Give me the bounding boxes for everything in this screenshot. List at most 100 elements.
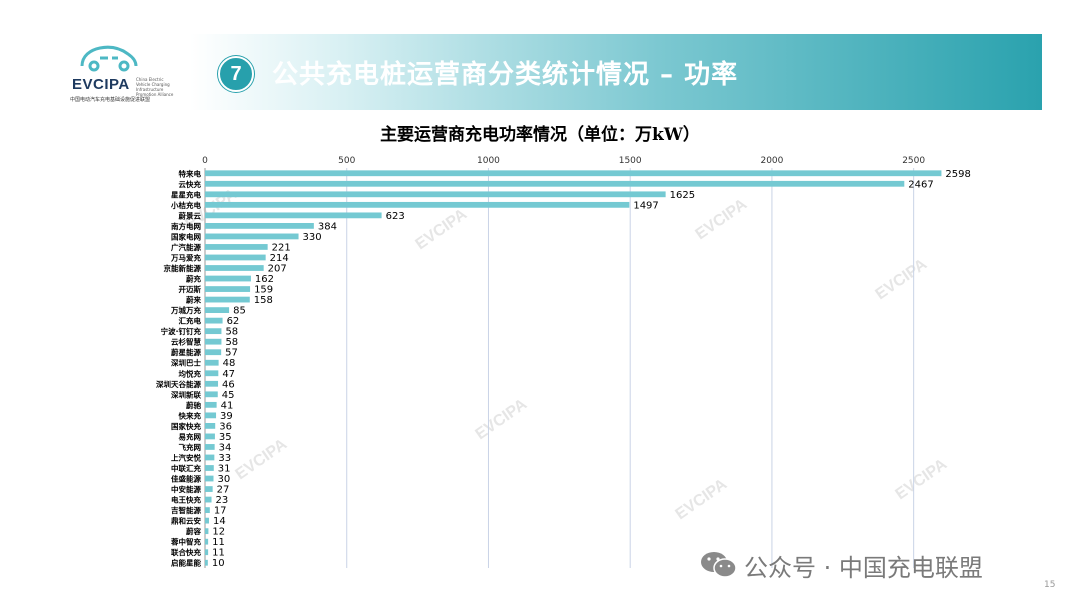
data-label: 14	[213, 516, 226, 527]
footer-account: 公众号 · 中国充电联盟	[744, 554, 983, 582]
logo-name: EVCIPA	[72, 76, 130, 93]
bar	[205, 338, 222, 345]
data-label: 46	[222, 379, 235, 390]
data-label: 41	[221, 400, 234, 411]
data-label: 1625	[670, 190, 695, 201]
bar	[205, 328, 222, 335]
data-label: 33	[218, 453, 231, 464]
bar	[205, 265, 264, 271]
category-label: 均悦充	[179, 368, 202, 378]
data-label: 48	[223, 358, 236, 369]
category-label: 上汽安悦	[171, 452, 201, 462]
data-label: 23	[216, 495, 229, 506]
bar	[205, 317, 223, 324]
data-label: 159	[254, 285, 273, 296]
category-label: 中联汇充	[171, 463, 201, 473]
category-label: 蓉中智充	[171, 537, 201, 547]
category-label: 深圳天谷能源	[156, 379, 201, 389]
category-label: 京能新能源	[164, 263, 202, 273]
data-label: 34	[219, 442, 232, 453]
bar	[205, 370, 219, 377]
category-label: 蔚驰	[186, 400, 201, 410]
category-label: 联合快充	[171, 547, 201, 557]
bar	[205, 454, 215, 461]
category-label: 深圳巴士	[171, 358, 201, 368]
data-label: 207	[268, 264, 287, 275]
x-tick-label: 1000	[477, 156, 500, 166]
category-label: 鼎和云安	[171, 516, 201, 526]
data-label: 17	[214, 506, 227, 517]
data-label: 85	[233, 306, 246, 317]
category-label: 快来充	[179, 410, 202, 420]
data-label: 330	[303, 232, 322, 243]
bar	[205, 507, 210, 513]
logo-tagline: China Electric Vehicle Charging Infrastr…	[136, 77, 174, 97]
data-label: 11	[212, 537, 225, 548]
data-label: 35	[219, 432, 232, 443]
logo-subtitle: 中国电动汽车充电基础设施促进联盟	[70, 97, 151, 103]
data-label: 221	[272, 242, 291, 253]
page-number: 15	[1044, 580, 1056, 590]
watermark-text: EVCIPA	[413, 206, 471, 254]
category-label: 深圳新联	[171, 389, 201, 399]
bar	[205, 349, 222, 356]
page-title: 公共充电桩运营商分类统计情况 – 功率	[272, 60, 739, 90]
category-label: 蔚星能源	[171, 347, 201, 357]
category-label: 国家电网	[171, 231, 201, 241]
category-label: 佳盛能源	[171, 474, 201, 484]
category-label: 蔚容	[186, 526, 201, 536]
category-label: 启能星能	[171, 558, 201, 568]
bar	[205, 401, 217, 408]
category-label: 南方电网	[171, 221, 201, 231]
bar	[205, 433, 215, 440]
bar	[205, 423, 216, 429]
bar	[205, 244, 268, 250]
data-label: 47	[222, 369, 235, 380]
watermark-text: EVCIPA	[673, 476, 731, 524]
category-label: 电王快充	[171, 495, 201, 505]
category-label: 万马爱充	[170, 252, 201, 262]
category-label: 蔚景云	[179, 210, 202, 220]
data-label: 31	[218, 464, 231, 475]
data-label: 384	[318, 221, 337, 232]
bar	[205, 391, 218, 398]
watermark-text: EVCIPA	[233, 436, 291, 484]
bar	[205, 275, 251, 282]
category-label: 吉智能源	[171, 505, 201, 515]
bar	[205, 517, 209, 524]
car-plug-icon	[80, 45, 138, 72]
bar	[205, 233, 299, 240]
watermark-text: EVCIPA	[893, 456, 951, 504]
data-label: 1497	[633, 200, 658, 211]
bar	[205, 538, 209, 545]
category-label: 特来电	[179, 168, 202, 178]
category-label: 星星充电	[171, 189, 201, 199]
bar	[205, 486, 213, 492]
category-label: 中安能源	[171, 484, 201, 494]
data-label: 2598	[945, 169, 970, 180]
data-label: 162	[255, 274, 274, 285]
evcipa-logo: EVCIPA China Electric Vehicle Charging I…	[66, 42, 176, 104]
category-label: 蔚充	[186, 274, 201, 284]
data-label: 45	[222, 390, 235, 401]
bar	[205, 296, 250, 303]
bar	[205, 170, 942, 177]
header-banner: 7 公共充电桩运营商分类统计情况 – 功率	[190, 34, 1042, 110]
category-label: 广汽能源	[171, 242, 201, 252]
bar	[205, 359, 219, 366]
bar	[205, 191, 666, 198]
category-label: 小桔充电	[171, 200, 201, 210]
data-label: 2467	[908, 179, 933, 190]
bar	[205, 444, 215, 450]
watermark-text: EVCIPA	[693, 196, 751, 244]
category-label: 汇充电	[179, 316, 202, 326]
bar	[205, 201, 630, 208]
data-label: 62	[227, 316, 240, 327]
bar	[205, 180, 905, 187]
bar	[205, 380, 219, 387]
bar	[205, 559, 208, 566]
x-tick-label: 1500	[619, 156, 642, 166]
category-label: 飞充网	[179, 442, 202, 452]
category-label: 云杉智慧	[171, 337, 201, 347]
